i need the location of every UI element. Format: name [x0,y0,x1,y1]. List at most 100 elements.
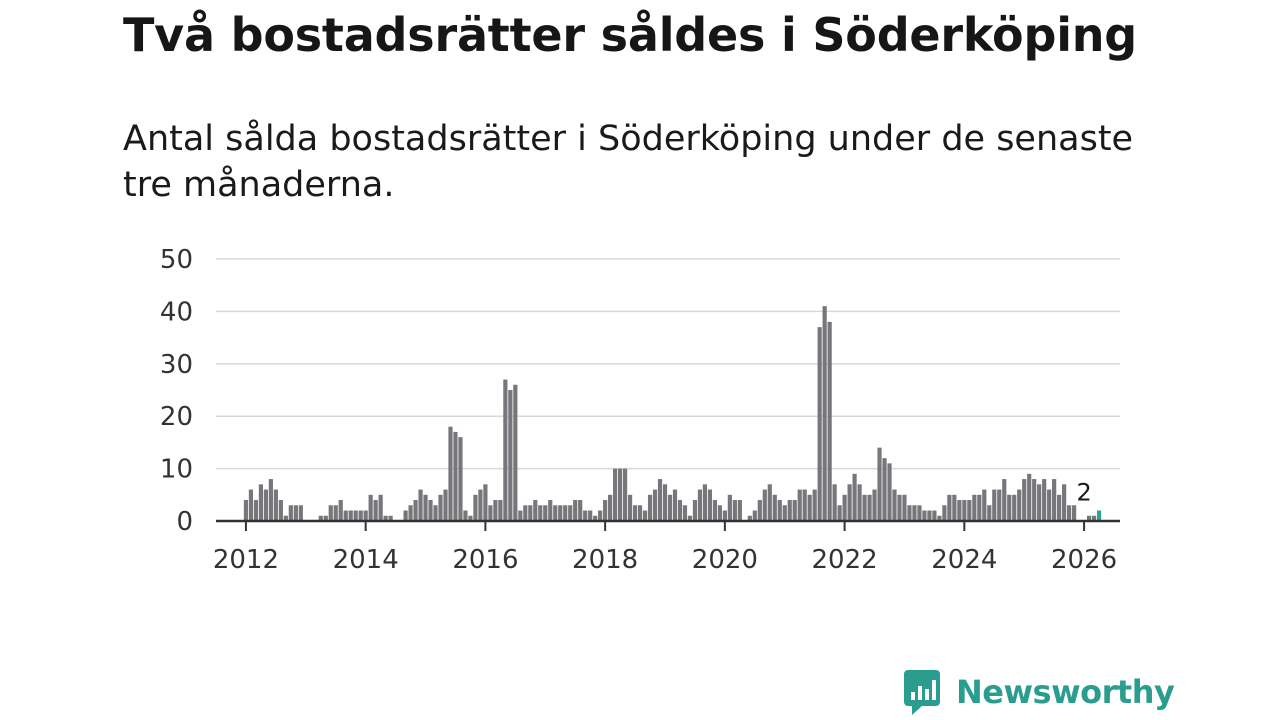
bar [533,500,538,521]
bar [777,500,782,521]
bar [403,510,408,521]
x-tick-label: 2012 [213,545,279,575]
bar [618,468,623,521]
bar [927,510,932,521]
bar [962,500,967,521]
bar [782,505,787,521]
bar [837,505,842,521]
bar [353,510,358,521]
bar [692,500,698,521]
bar [937,515,942,521]
y-tick-label: 40 [160,297,193,327]
gridlines [216,258,1120,470]
bar [613,468,618,521]
bar [1042,479,1047,521]
bar [553,505,558,521]
bar [508,390,513,521]
bar [458,437,463,521]
data-label: 2 [1076,479,1091,507]
bar [797,489,802,521]
bar [373,500,378,521]
bar [388,515,393,521]
bar [408,505,413,521]
bar [1047,489,1052,521]
bar [1022,479,1027,521]
bar [623,468,628,521]
bar [468,515,473,521]
bar [428,500,433,521]
bar [1002,479,1007,521]
y-tick-label: 30 [160,350,193,380]
bar [762,489,767,521]
bar [453,431,458,521]
bar [1032,479,1037,521]
x-tick-label: 2014 [333,545,399,575]
bar [593,515,598,521]
bar [498,500,503,521]
bar [732,500,737,521]
bar [333,505,338,521]
bar [423,494,428,521]
bar [882,458,887,521]
bar [872,489,877,521]
bar [967,500,972,521]
bar [548,500,553,521]
bar [578,500,583,521]
bar [493,500,498,521]
bar [707,489,712,521]
bar [1017,489,1022,521]
bar [418,489,423,521]
bar [413,500,418,521]
bar [987,505,992,521]
bar [737,500,742,521]
y-tick-label: 10 [160,455,193,485]
bar [812,489,817,521]
bar [358,510,363,521]
bar [1012,494,1017,521]
bar [378,494,383,521]
bar [318,515,323,521]
bar [1096,510,1102,521]
bar [857,484,862,521]
bar [632,505,638,521]
bar [243,500,249,521]
bar [343,510,348,521]
bar [862,494,867,521]
bar [338,500,343,521]
bar [513,384,518,521]
bar [608,494,613,521]
bar [1091,515,1097,521]
bar [827,321,832,521]
bar [538,505,543,521]
bar [283,515,288,521]
bar [772,494,777,521]
bar [1052,479,1057,521]
bar [822,306,827,521]
bar [348,510,353,521]
bar [1007,494,1012,521]
bar [278,500,283,521]
y-tick-label: 20 [160,402,193,432]
bar-chart-speech-bubble-icon [904,670,940,715]
bar [667,494,673,521]
bar [787,500,792,521]
bar [328,505,333,521]
bar [767,484,772,521]
bar [463,510,468,521]
bar [972,494,977,521]
bar [922,510,927,521]
bar [523,505,528,521]
bar [752,510,757,521]
bar [677,500,683,521]
y-axis-labels: 0 10 20 30 40 50 [160,245,193,537]
bar [363,510,368,521]
bar [288,505,293,521]
bar [747,515,752,521]
bar [847,484,852,521]
bar [528,505,533,521]
bar [942,505,947,521]
bar [293,505,298,521]
bar [248,489,254,521]
bar [852,473,857,521]
bar [1086,515,1092,521]
